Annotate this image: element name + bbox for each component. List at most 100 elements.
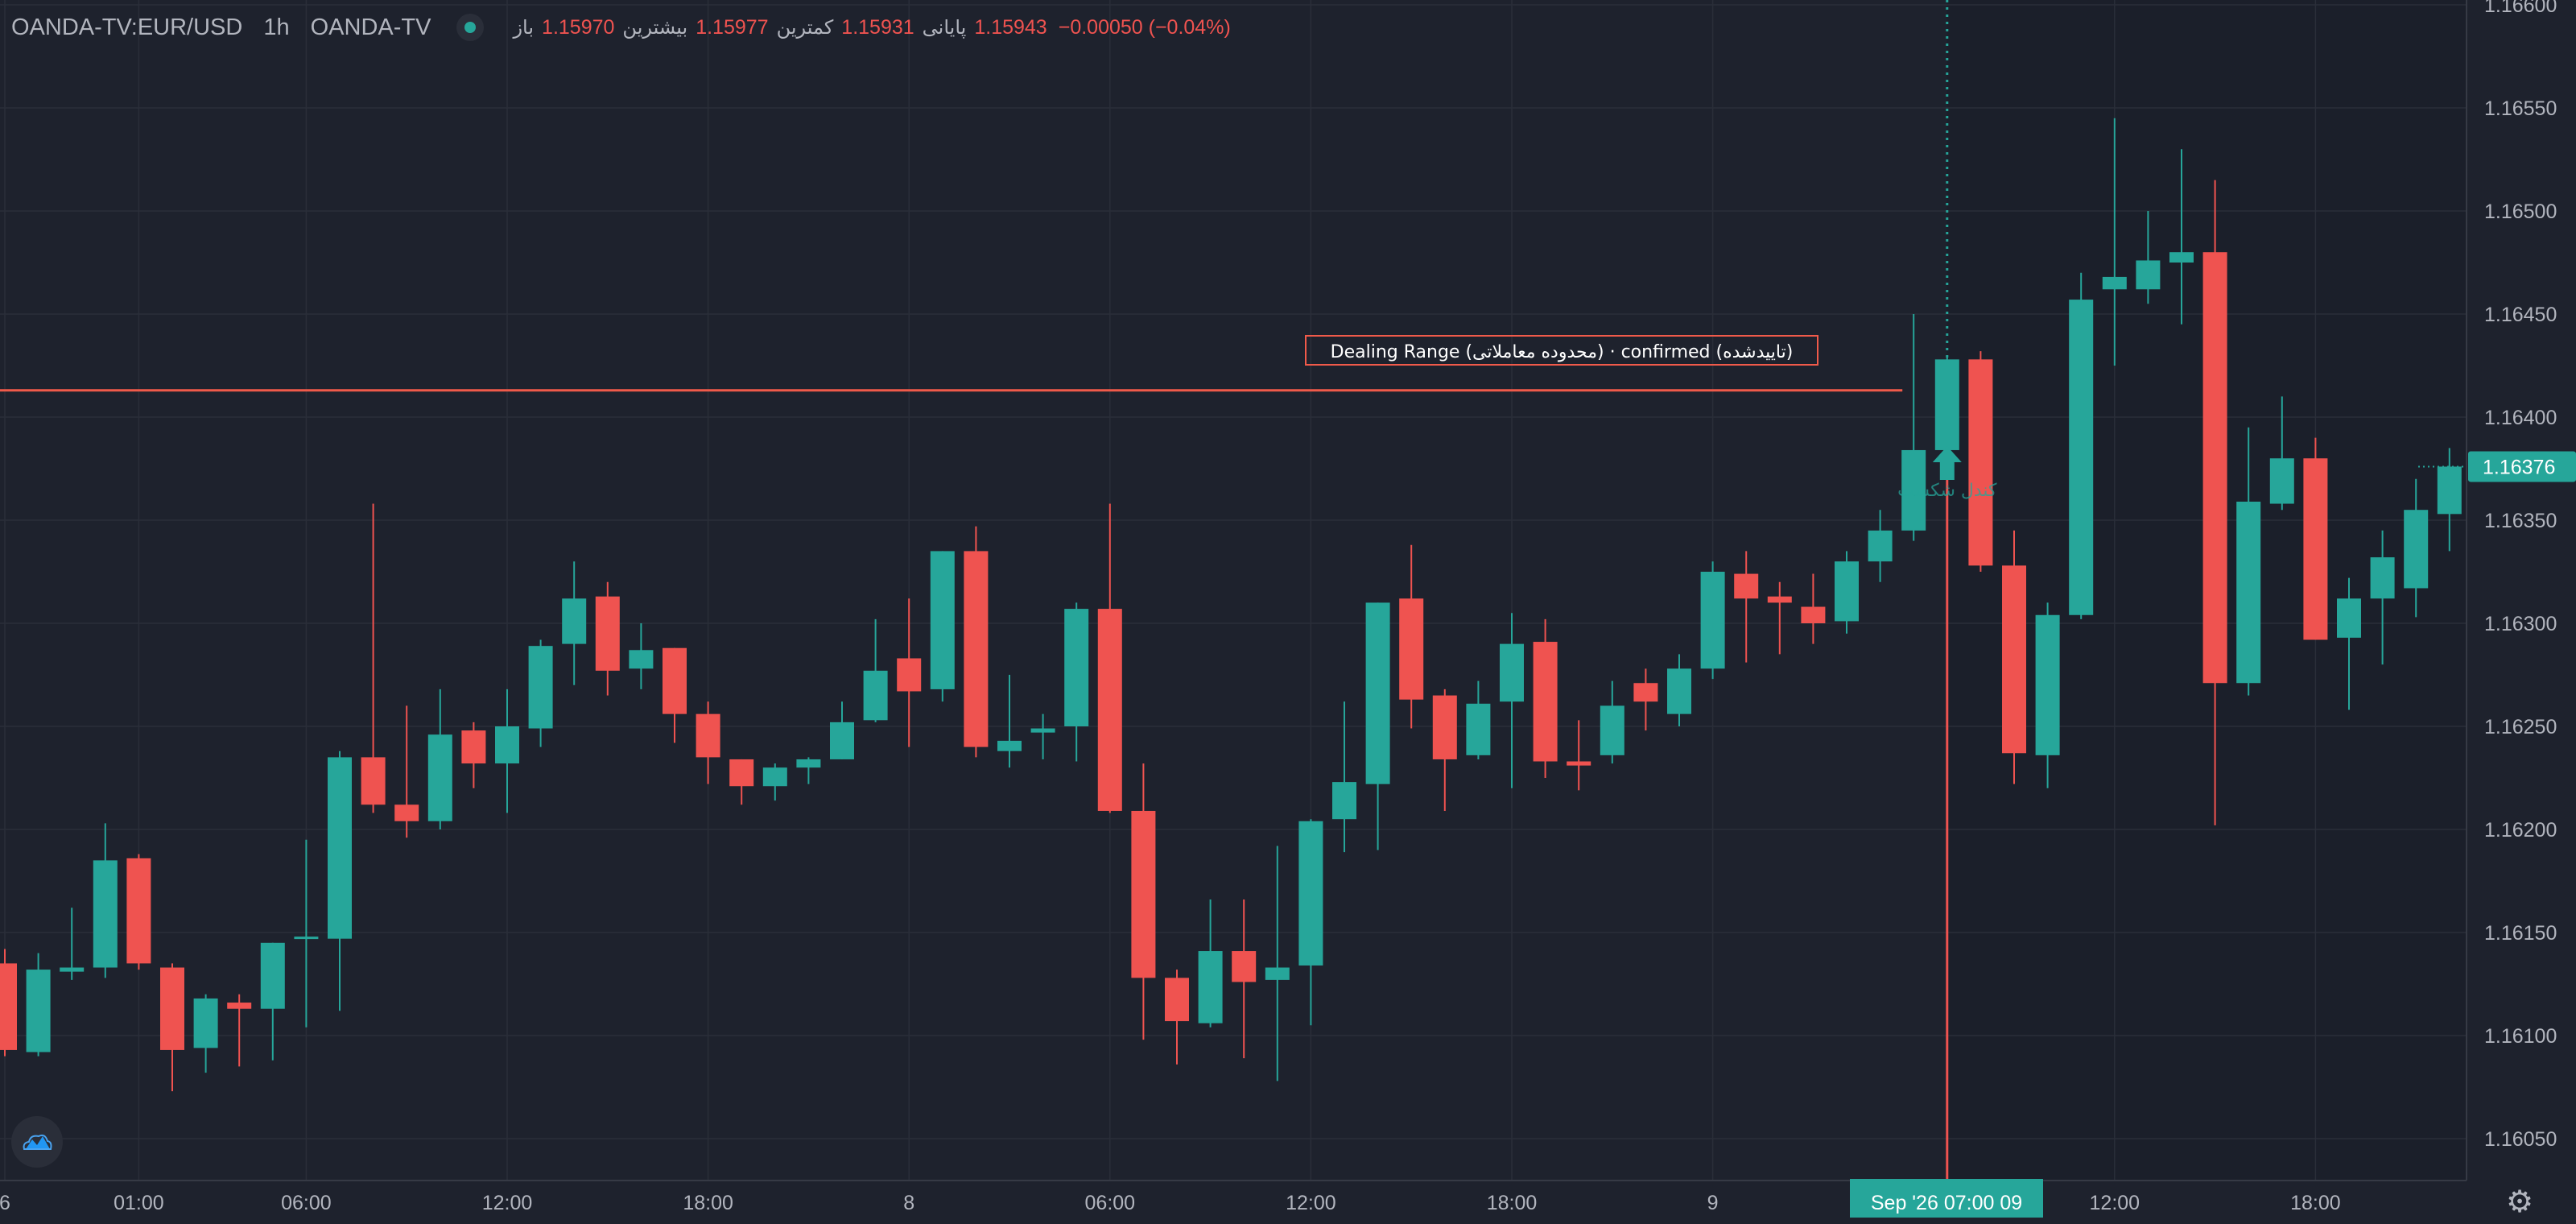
candle[interactable] bbox=[2136, 211, 2161, 304]
candle[interactable] bbox=[1332, 701, 1356, 853]
candle[interactable] bbox=[1835, 551, 1859, 634]
candle[interactable] bbox=[1901, 314, 1926, 541]
candle-body bbox=[2337, 598, 2361, 638]
candle[interactable] bbox=[964, 526, 989, 758]
candle[interactable] bbox=[1466, 680, 1491, 759]
candle-body bbox=[1600, 705, 1624, 755]
candle[interactable] bbox=[227, 994, 252, 1067]
candle[interactable] bbox=[796, 757, 821, 784]
candle[interactable] bbox=[328, 751, 352, 1011]
candle[interactable] bbox=[1500, 613, 1524, 788]
time-tick-label: 18:00 bbox=[2290, 1192, 2341, 1214]
candle-body bbox=[964, 551, 989, 747]
candle[interactable] bbox=[60, 908, 85, 980]
candle[interactable] bbox=[629, 623, 654, 689]
candle[interactable] bbox=[1265, 846, 1290, 1081]
candle[interactable] bbox=[997, 675, 1022, 768]
candle[interactable] bbox=[2035, 602, 2060, 788]
candle-body bbox=[93, 860, 118, 968]
price-tick-label: 1.16250 bbox=[2484, 716, 2557, 738]
candle[interactable] bbox=[294, 839, 319, 1028]
timeframe-label[interactable]: 1h bbox=[263, 14, 290, 40]
candle[interactable] bbox=[427, 688, 452, 829]
candle[interactable] bbox=[2404, 478, 2429, 618]
candle[interactable] bbox=[2236, 427, 2261, 696]
candle[interactable] bbox=[1868, 510, 1893, 582]
candle-body bbox=[1432, 695, 1457, 759]
candle[interactable] bbox=[595, 581, 620, 696]
candle[interactable] bbox=[2102, 118, 2127, 366]
candle[interactable] bbox=[1432, 688, 1457, 811]
candle[interactable] bbox=[729, 759, 754, 805]
candle[interactable] bbox=[1533, 618, 1558, 778]
candle[interactable] bbox=[26, 953, 51, 1057]
gear-icon[interactable]: ⚙ bbox=[2505, 1184, 2534, 1219]
candle[interactable] bbox=[260, 942, 285, 1061]
symbol-label[interactable]: OANDA-TV:EUR/USD bbox=[11, 14, 243, 40]
candle[interactable] bbox=[562, 561, 587, 685]
tradingview-cloud-icon[interactable] bbox=[11, 1116, 63, 1168]
candle[interactable] bbox=[1600, 680, 1624, 764]
candle[interactable] bbox=[126, 854, 151, 970]
crosshair-time-badge bbox=[1850, 1179, 2043, 1218]
candle[interactable] bbox=[2370, 530, 2395, 665]
candle[interactable] bbox=[2069, 272, 2094, 619]
time-tick-label: 18:00 bbox=[1487, 1192, 1538, 1214]
candle[interactable] bbox=[461, 722, 486, 788]
candle[interactable] bbox=[663, 647, 687, 743]
candle[interactable] bbox=[193, 994, 218, 1073]
candle[interactable] bbox=[2169, 149, 2194, 325]
source-label[interactable]: OANDA-TV bbox=[310, 14, 431, 40]
candle[interactable] bbox=[830, 701, 854, 759]
candle[interactable] bbox=[1968, 351, 1993, 572]
candle[interactable] bbox=[1298, 819, 1323, 1026]
candle[interactable] bbox=[1232, 899, 1257, 1059]
candle[interactable] bbox=[1399, 544, 1424, 729]
market-status-icon[interactable] bbox=[456, 14, 485, 41]
candle[interactable] bbox=[2337, 577, 2361, 710]
candle[interactable] bbox=[930, 551, 955, 702]
candle[interactable] bbox=[1633, 668, 1658, 731]
candle[interactable] bbox=[1734, 551, 1759, 663]
candle-body bbox=[1901, 449, 1926, 531]
candle[interactable] bbox=[1365, 602, 1390, 850]
candle[interactable] bbox=[1567, 720, 1591, 791]
candle[interactable] bbox=[1030, 713, 1055, 759]
time-tick-label: 12:00 bbox=[2090, 1192, 2140, 1214]
candle[interactable] bbox=[1934, 355, 1959, 469]
candle[interactable] bbox=[696, 701, 720, 784]
candle[interactable] bbox=[2437, 448, 2462, 552]
candle-body bbox=[997, 740, 1022, 751]
candle[interactable] bbox=[394, 705, 419, 838]
candle[interactable] bbox=[2269, 396, 2294, 511]
candle[interactable] bbox=[1097, 503, 1122, 813]
candle[interactable] bbox=[495, 688, 519, 813]
candle[interactable] bbox=[0, 949, 17, 1057]
price-tick-label: 1.16200 bbox=[2484, 819, 2557, 842]
candle-body bbox=[2404, 510, 2429, 589]
candle[interactable] bbox=[1700, 561, 1725, 680]
candle[interactable] bbox=[1131, 763, 1156, 1040]
candles[interactable] bbox=[0, 118, 2462, 1092]
candle[interactable] bbox=[361, 503, 386, 813]
candle[interactable] bbox=[1667, 654, 1691, 726]
candle[interactable] bbox=[897, 598, 922, 747]
candle[interactable] bbox=[1801, 573, 1826, 644]
candle[interactable] bbox=[762, 763, 787, 801]
price-tick-label: 1.16550 bbox=[2484, 97, 2557, 120]
candle-body bbox=[696, 713, 720, 758]
candle[interactable] bbox=[1064, 602, 1089, 762]
candle[interactable] bbox=[2002, 530, 2026, 784]
candle[interactable] bbox=[528, 639, 553, 747]
candle-body bbox=[830, 722, 854, 759]
candle[interactable] bbox=[1767, 581, 1792, 655]
candle[interactable] bbox=[2303, 437, 2328, 640]
candle[interactable] bbox=[1198, 899, 1223, 1028]
candle[interactable] bbox=[863, 618, 888, 722]
candle[interactable] bbox=[1165, 970, 1189, 1065]
candle[interactable] bbox=[160, 963, 184, 1092]
candle[interactable] bbox=[2202, 180, 2227, 825]
candle[interactable] bbox=[93, 823, 118, 978]
signal-marker: کندل شکست bbox=[1897, 446, 1997, 501]
